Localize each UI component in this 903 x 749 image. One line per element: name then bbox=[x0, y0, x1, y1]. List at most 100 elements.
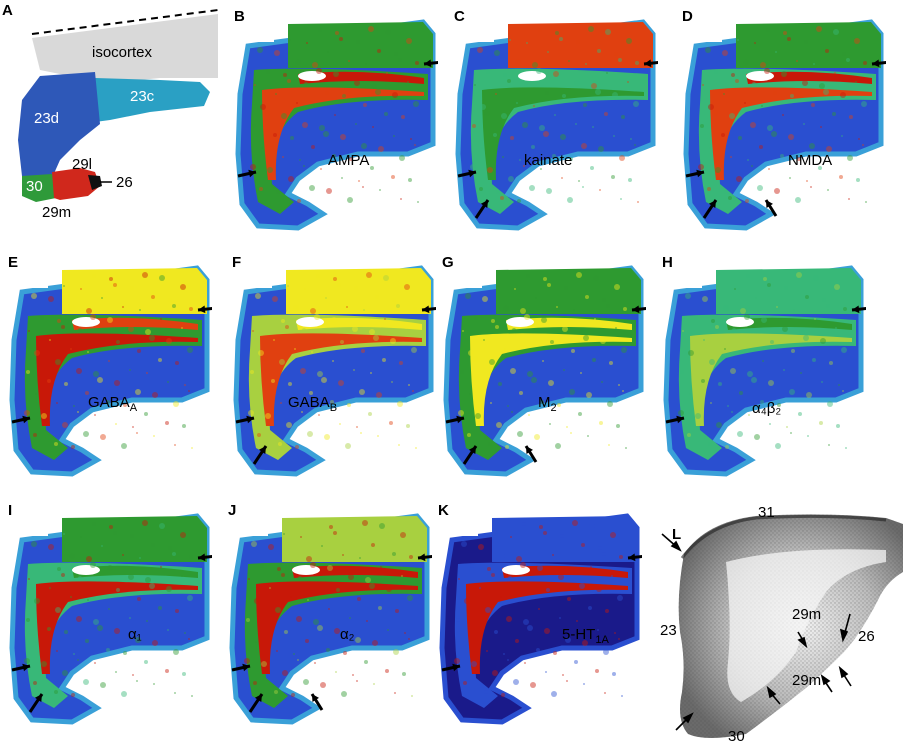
texture-dot bbox=[522, 522, 526, 526]
texture-dot bbox=[827, 189, 829, 191]
texture-dot bbox=[332, 360, 334, 362]
texture-dot bbox=[813, 63, 815, 65]
texture-dot bbox=[557, 403, 561, 407]
texture-dot bbox=[858, 138, 860, 140]
texture-dot bbox=[517, 199, 521, 203]
isocortex-region bbox=[32, 14, 218, 82]
texture-dot bbox=[828, 444, 830, 446]
granular-layer-band bbox=[260, 333, 422, 426]
texture-dot bbox=[284, 630, 288, 634]
texture-dot bbox=[47, 627, 51, 631]
texture-dot bbox=[372, 640, 378, 646]
texture-dot bbox=[736, 176, 742, 182]
texture-dot bbox=[311, 351, 313, 353]
texture-dot bbox=[337, 283, 341, 287]
texture-dot bbox=[310, 562, 316, 568]
texture-dot bbox=[555, 443, 561, 449]
panel-b-label: B bbox=[230, 6, 251, 29]
texture-dot bbox=[31, 541, 37, 547]
texture-dot bbox=[585, 63, 587, 65]
texture-dot bbox=[137, 349, 141, 353]
texture-dot bbox=[529, 185, 535, 191]
texture-dot bbox=[532, 62, 538, 68]
texture-dot bbox=[286, 422, 292, 428]
texture-dot bbox=[547, 283, 551, 287]
texture-dot bbox=[261, 661, 267, 667]
texture-dot bbox=[812, 358, 816, 362]
texture-dot bbox=[349, 617, 351, 619]
texture-dot bbox=[152, 392, 158, 398]
texture-dot bbox=[309, 391, 313, 395]
texture-dot bbox=[856, 178, 860, 182]
texture-dot bbox=[730, 368, 736, 374]
arrow-marker bbox=[197, 305, 212, 314]
arrow-marker bbox=[764, 199, 778, 217]
texture-dot bbox=[768, 168, 770, 170]
texture-dot bbox=[166, 586, 172, 592]
texture-dot bbox=[153, 435, 155, 437]
texture-dot bbox=[716, 422, 722, 428]
texture-dot bbox=[622, 390, 624, 392]
texture-dot bbox=[605, 609, 609, 613]
texture-dot bbox=[114, 380, 120, 386]
panel-l: L 31 23 26 29m 29m 30 bbox=[646, 502, 903, 749]
texture-dot bbox=[596, 586, 602, 592]
texture-dot bbox=[570, 432, 572, 434]
texture-dot bbox=[142, 272, 148, 278]
texture-dot bbox=[611, 575, 613, 577]
texture-dot bbox=[168, 546, 172, 550]
ventricle-space bbox=[746, 71, 774, 81]
texture-dot bbox=[796, 272, 802, 278]
arrow-marker bbox=[643, 59, 658, 68]
texture-dot bbox=[522, 122, 528, 128]
texture-dot bbox=[458, 578, 460, 580]
texture-dot bbox=[530, 682, 536, 688]
texture-dot bbox=[107, 565, 113, 571]
texture-dot bbox=[295, 445, 299, 449]
upper-cortex-block bbox=[286, 268, 431, 314]
texture-dot bbox=[394, 692, 396, 694]
texture-dot bbox=[822, 298, 826, 302]
texture-dot bbox=[842, 390, 844, 392]
texture-dot bbox=[62, 670, 68, 676]
autoradiograph-b bbox=[228, 4, 438, 231]
texture-dot bbox=[834, 284, 840, 290]
texture-dot bbox=[540, 168, 542, 170]
texture-dot bbox=[579, 329, 585, 335]
ventricle-space bbox=[726, 317, 754, 327]
texture-dot bbox=[258, 350, 264, 356]
arrow-marker bbox=[457, 169, 477, 178]
texture-dot bbox=[253, 681, 257, 685]
texture-dot bbox=[35, 393, 37, 395]
texture-dot bbox=[361, 143, 367, 149]
texture-dot bbox=[553, 71, 559, 77]
texture-dot bbox=[264, 110, 270, 116]
texture-dot bbox=[401, 115, 405, 119]
arrow-marker bbox=[11, 415, 31, 424]
texture-dot bbox=[590, 166, 594, 170]
upper-cortex-block bbox=[736, 22, 881, 68]
texture-dot bbox=[108, 608, 110, 610]
texture-dot bbox=[576, 272, 582, 278]
texture-dot bbox=[566, 426, 568, 428]
texture-dot bbox=[180, 284, 186, 290]
texture-dot bbox=[184, 632, 186, 634]
receptor-name-main: GABA bbox=[88, 394, 130, 411]
texture-dot bbox=[64, 382, 68, 386]
texture-dot bbox=[352, 326, 358, 332]
texture-dot bbox=[64, 630, 68, 634]
texture-dot bbox=[139, 557, 141, 559]
texture-dot bbox=[747, 371, 753, 377]
arrow-marker bbox=[237, 169, 257, 178]
texture-dot bbox=[364, 660, 368, 664]
texture-dot bbox=[297, 199, 301, 203]
texture-dot bbox=[316, 68, 322, 74]
texture-dot bbox=[49, 339, 51, 341]
texture-dot bbox=[715, 325, 719, 329]
texture-dot bbox=[382, 358, 386, 362]
texture-dot bbox=[543, 531, 547, 535]
texture-dot bbox=[531, 145, 535, 149]
texture-dot bbox=[723, 93, 725, 95]
texture-dot bbox=[515, 59, 521, 65]
granular-layer-band bbox=[690, 333, 852, 426]
